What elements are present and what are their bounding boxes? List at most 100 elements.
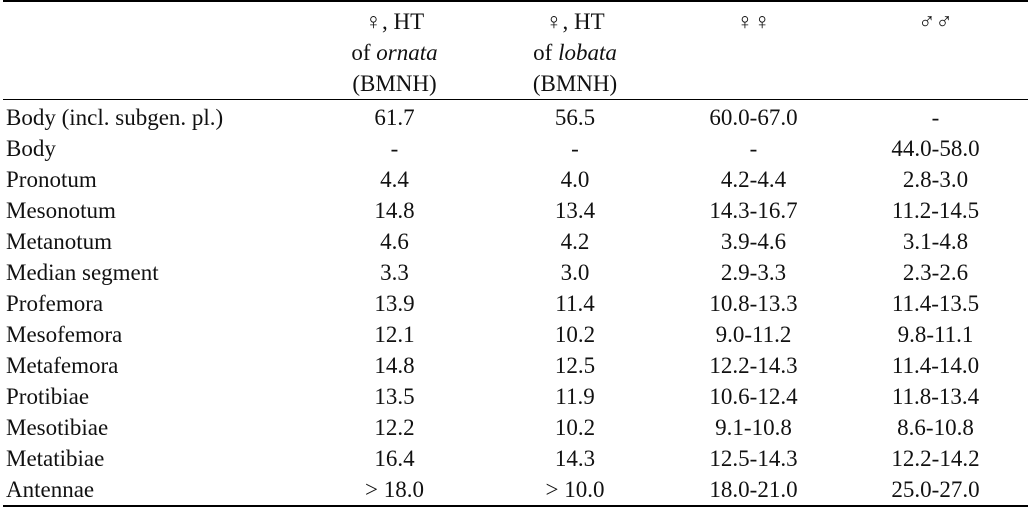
table-row: Metatibiae 16.4 14.3 12.5-14.3 12.2-14.2 [3, 443, 1028, 474]
header-cell: ♂♂ [843, 0, 1028, 100]
table-row: Body (incl. subgen. pl.) 61.7 56.5 60.0-67.… [3, 100, 1028, 134]
measurement-cell: 9.8-11.1 [897, 322, 974, 347]
header-text: ♂♂ [918, 9, 953, 34]
measurement-cell: 10.2 [554, 322, 596, 347]
measurement-cell: 10.8-13.3 [709, 291, 798, 316]
table-row: Metafemora 14.8 12.5 12.2-14.3 11.4-14.0 [3, 350, 1028, 381]
header-corner-cell [3, 0, 303, 100]
measurement-cell: 3.3 [380, 260, 409, 285]
measurement-cell: 11.8-13.4 [891, 384, 980, 409]
measurement-cell: 18.0-21.0 [664, 474, 843, 507]
table-row: Mesofemora 12.1 10.2 9.0-11.2 9.8-11.1 [3, 319, 1028, 350]
header-line: of lobata [486, 37, 664, 68]
measurement-cell: 12.2-14.2 [891, 446, 980, 471]
table-row: Body - - - 44.0-58.0 [3, 133, 1028, 164]
measurement-cell: 14.8 [374, 353, 415, 378]
header-line: (BMNH) [303, 68, 486, 99]
header-text: of [351, 40, 377, 65]
measurement-cell: 11.4 [555, 291, 595, 316]
table-row: Mesonotum 14.8 13.4 14.3-16.7 11.2-14.5 [3, 195, 1028, 226]
measurement-cell: 4.4 [380, 167, 409, 192]
header-row: ♀, HT of ornata (BMNH) ♀, HT of lobata (BMNH… [3, 0, 1028, 100]
row-label: Pronotum [6, 167, 97, 192]
measurement-cell: 10.6-12.4 [709, 384, 798, 409]
header-cell: ♀, HT of lobata (BMNH) [486, 0, 664, 100]
measurement-cell: 12.2 [374, 415, 415, 440]
measurement-cell: 8.6-10.8 [897, 415, 974, 440]
measurement-cell: 2.8-3.0 [902, 167, 969, 192]
measurement-cell: 12.5 [554, 353, 596, 378]
measurement-cell: 12.5-14.3 [709, 446, 798, 471]
measurement-cell: 14.8 [374, 198, 415, 223]
measurement-cell: 4.2 [560, 229, 590, 254]
measurement-cell: 10.2 [554, 415, 596, 440]
table-row: Mesotibiae 12.2 10.2 9.1-10.8 8.6-10.8 [3, 412, 1028, 443]
measurement-cell: - [931, 105, 940, 130]
row-label: Antennae [3, 474, 303, 507]
header-text: ♀, HT [545, 9, 605, 34]
row-label: Mesotibiae [6, 415, 109, 440]
measurement-cell: 61.7 [374, 105, 415, 130]
row-label: Protibiae [6, 384, 90, 409]
measurement-cell: 2.3-2.6 [902, 260, 969, 285]
measurement-cell: 25.0-27.0 [843, 474, 1028, 507]
header-line: of ornata [303, 37, 486, 68]
header-text: of [533, 40, 559, 65]
header-text: (BMNH) [532, 71, 618, 96]
table-row: Median segment 3.3 3.0 2.9-3.3 2.3-2.6 [3, 257, 1028, 288]
measurement-cell: 11.9 [555, 384, 595, 409]
header-line: ♀, HT [486, 6, 664, 37]
measurement-cell: 3.9-4.6 [720, 229, 787, 254]
table-body: Body (incl. subgen. pl.) 61.7 56.5 60.0-67.… [3, 100, 1028, 507]
table-row: Metanotum 4.6 4.2 3.9-4.6 3.1-4.8 [3, 226, 1028, 257]
header-line: (BMNH) [486, 68, 664, 99]
measurement-cell: 14.3-16.7 [709, 198, 798, 223]
measurement-cell: - [749, 136, 758, 161]
table-header: ♀, HT of ornata (BMNH) ♀, HT of lobata (BMNH… [3, 0, 1028, 100]
measurement-cell: 14.3 [554, 446, 596, 471]
measurement-cell: 11.2-14.5 [891, 198, 980, 223]
header-cell: ♀♀ [664, 0, 843, 100]
measurement-cell: - [390, 136, 399, 161]
measurement-cell: 9.0-11.2 [715, 322, 792, 347]
measurement-cell: 3.1-4.8 [902, 229, 969, 254]
row-label: Metatibiae [6, 446, 105, 471]
measurement-cell: - [571, 136, 579, 161]
measurement-cell: 12.1 [374, 322, 415, 347]
measurement-cell: > 10.0 [486, 474, 664, 507]
measurement-cell: 4.2-4.4 [720, 167, 787, 192]
measurements-table: ♀, HT of ornata (BMNH) ♀, HT of lobata (BMNH… [3, 0, 1028, 507]
header-line: ♂♂ [843, 6, 1028, 37]
header-text: (BMNH) [352, 71, 437, 96]
table-row: Profemora 13.9 11.4 10.8-13.3 11.4-13.5 [3, 288, 1028, 319]
header-line: ♀♀ [664, 6, 843, 37]
measurement-cell: 16.4 [374, 446, 415, 471]
measurement-cell: 4.6 [380, 229, 409, 254]
measurement-cell: 11.4-14.0 [891, 353, 980, 378]
header-taxon-name: ornata [376, 40, 438, 65]
row-label: Mesofemora [6, 322, 123, 347]
table-row: Pronotum 4.4 4.0 4.2-4.4 2.8-3.0 [3, 164, 1028, 195]
header-taxon-name: lobata [558, 40, 617, 65]
measurement-cell: 4.0 [560, 167, 590, 192]
measurement-cell: 13.4 [554, 198, 596, 223]
measurement-cell: 44.0-58.0 [891, 136, 980, 161]
row-label: Mesonotum [6, 198, 116, 223]
table-row: Antennae > 18.0 > 10.0 18.0-21.0 25.0-27.0 [3, 474, 1028, 507]
measurement-cell: 2.9-3.3 [720, 260, 787, 285]
measurement-cell: 3.0 [560, 260, 590, 285]
measurement-cell: 56.5 [554, 105, 596, 130]
row-label: Median segment [6, 260, 159, 285]
header-line: ♀, HT [303, 6, 486, 37]
measurement-cell: 13.9 [374, 291, 415, 316]
header-cell: ♀, HT of ornata (BMNH) [303, 0, 486, 100]
header-text: ♀♀ [736, 9, 771, 34]
table-row: Protibiae 13.5 11.9 10.6-12.4 11.8-13.4 [3, 381, 1028, 412]
measurement-cell: > 18.0 [303, 474, 486, 507]
row-label: Metafemora [6, 353, 119, 378]
measurement-cell: 13.5 [374, 384, 415, 409]
measurement-cell: 60.0-67.0 [709, 105, 798, 130]
header-text: ♀, HT [364, 9, 425, 34]
row-label: Profemora [6, 291, 104, 316]
